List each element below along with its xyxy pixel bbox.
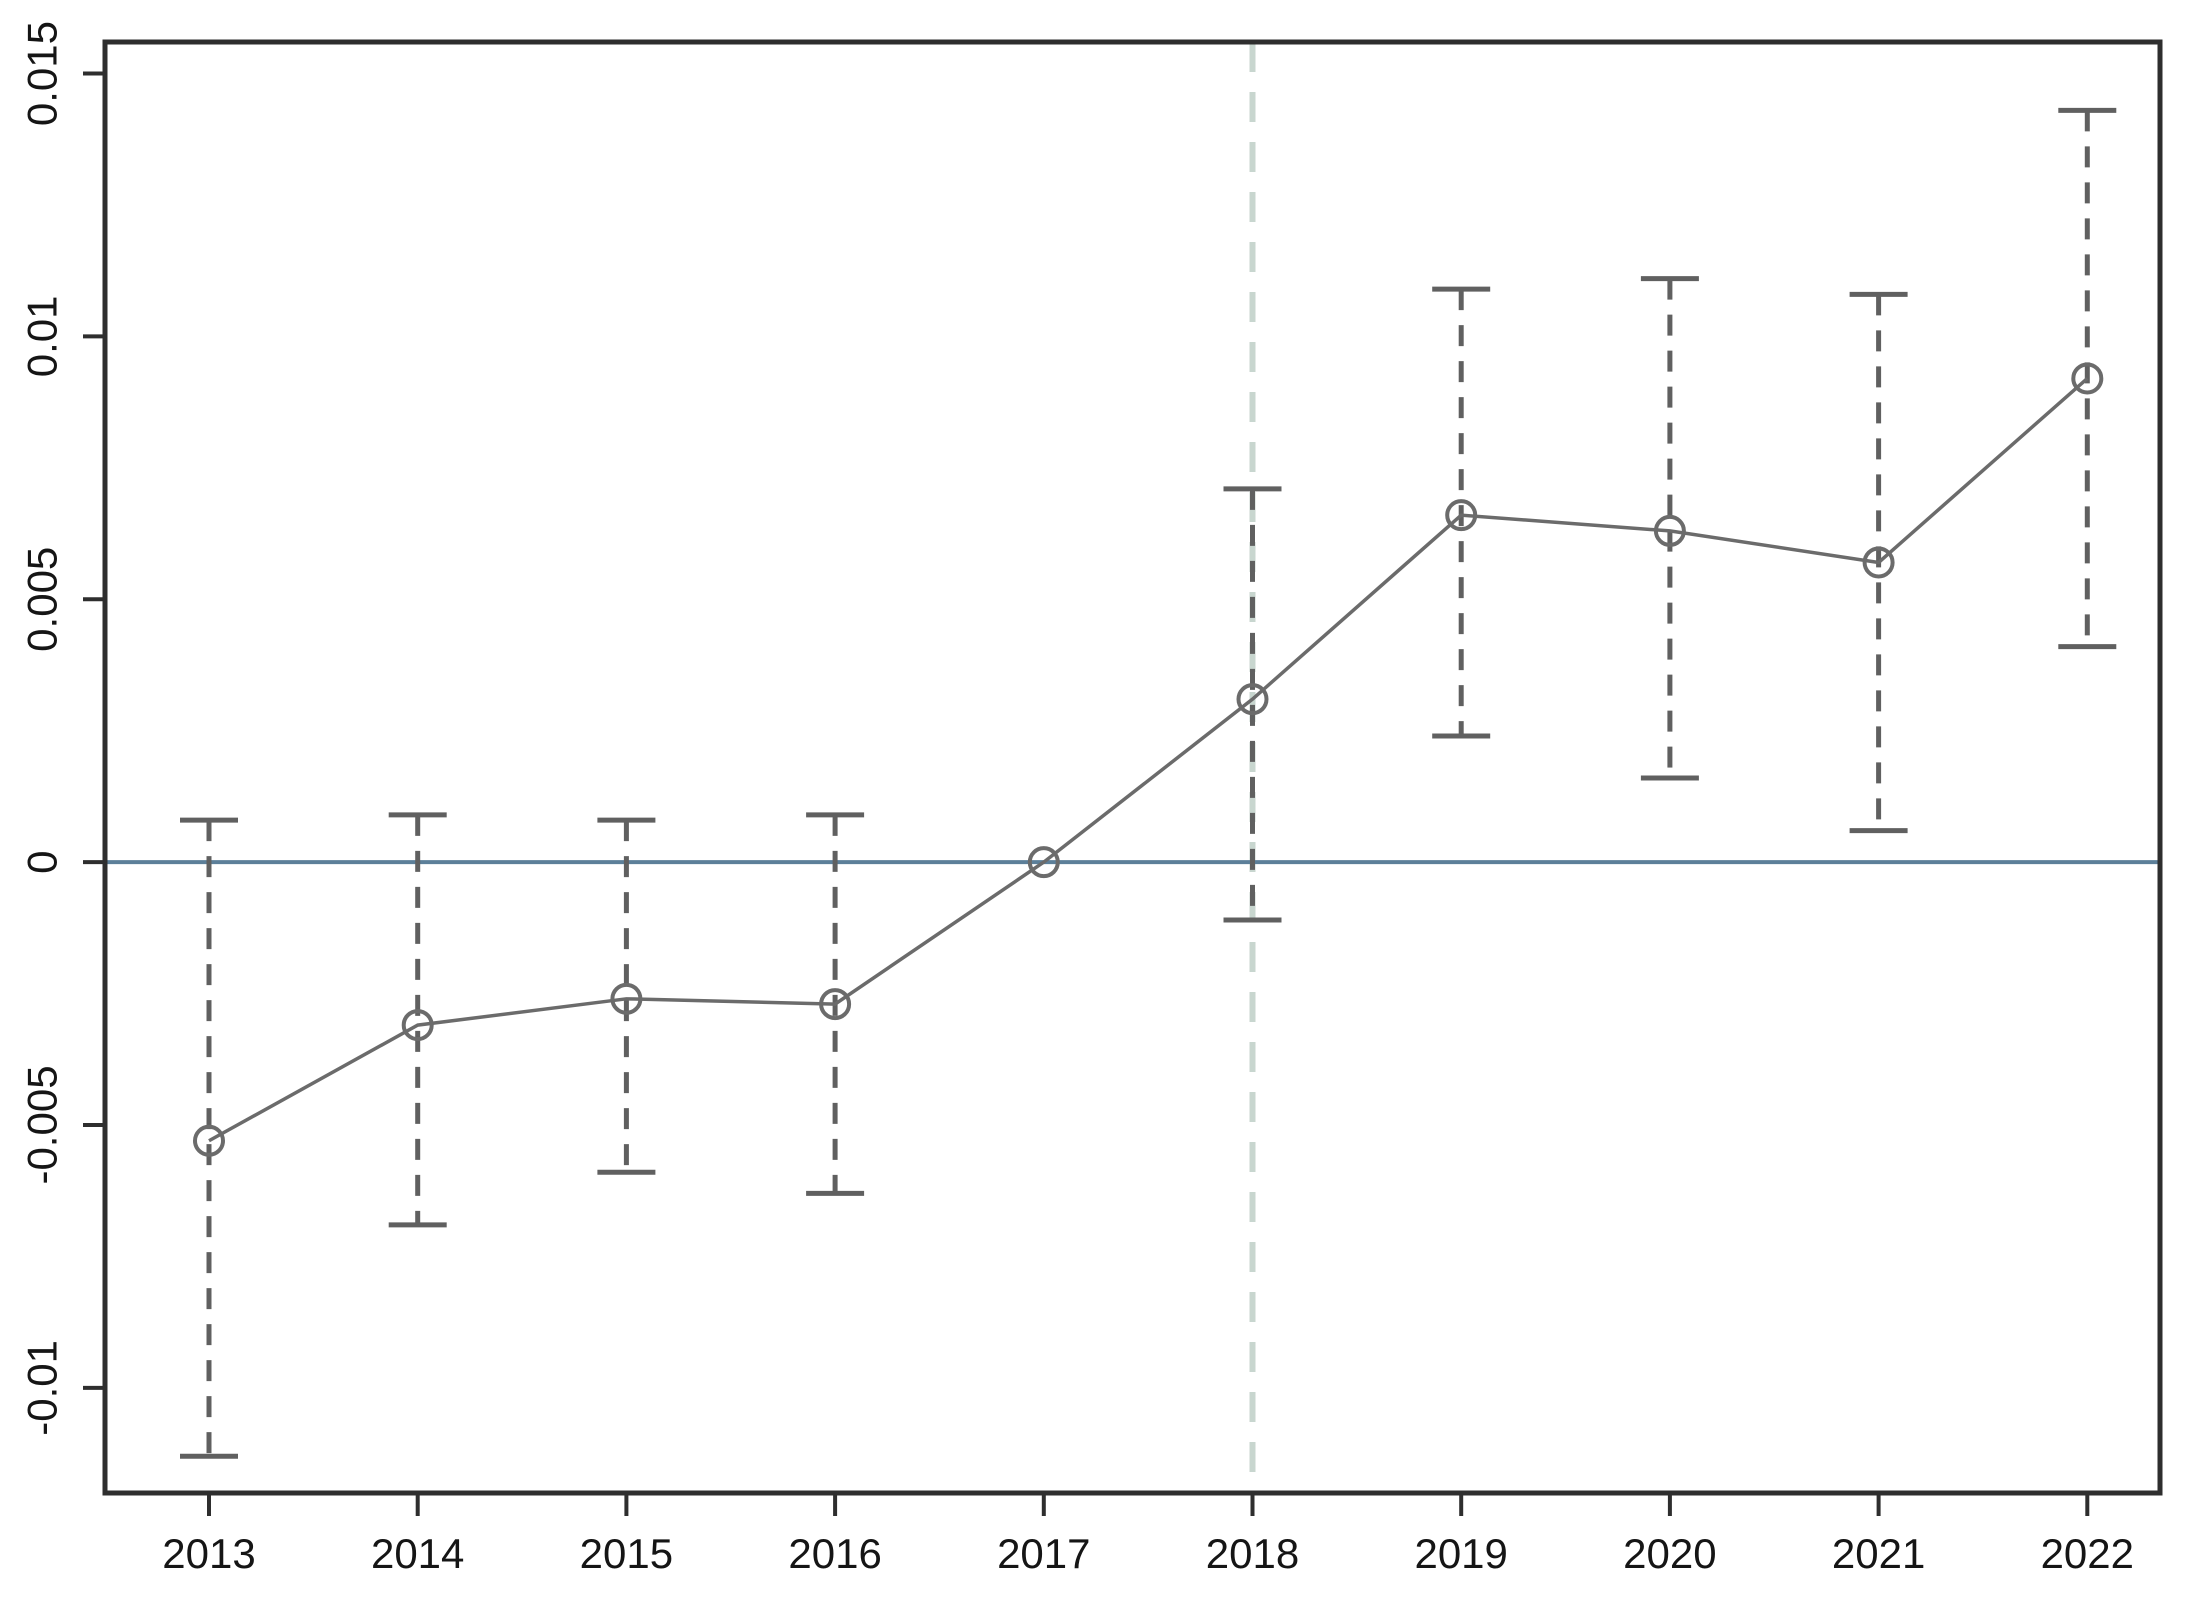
y-tick-label: 0.01 [19, 296, 66, 378]
data-point [193, 1124, 225, 1157]
x-tick-label: 2013 [162, 1530, 255, 1577]
data-points [193, 362, 2104, 1157]
y-tick-label: 0.015 [19, 21, 66, 126]
data-point [1862, 546, 1895, 579]
series-line [208, 377, 2089, 1143]
y-tick-label: -0.01 [19, 1340, 66, 1436]
data-point [1236, 683, 1269, 716]
data-point [1445, 499, 1478, 532]
y-tick-label: 0.005 [19, 547, 66, 652]
y-tick-label: -0.005 [19, 1065, 66, 1184]
x-tick-label: 2018 [1206, 1530, 1299, 1577]
plot-border [102, 39, 2163, 1496]
y-axis: 0.015 0.01 0.005 0 -0.005 -0.01 [19, 21, 105, 1436]
x-tick-label: 2022 [2041, 1530, 2134, 1577]
data-point [1653, 514, 1686, 547]
x-tick-label: 2014 [371, 1530, 464, 1577]
x-tick-label: 2017 [997, 1530, 1090, 1577]
x-axis: 2013 2014 2015 2016 2017 2018 2019 2020 2021 2022 [162, 1493, 2134, 1577]
data-point [1027, 846, 1060, 879]
data-point [401, 1009, 434, 1042]
x-tick-label: 2020 [1623, 1530, 1716, 1577]
error-bars [180, 107, 2117, 1459]
data-point [2071, 362, 2104, 395]
x-tick-label: 2015 [580, 1530, 673, 1577]
data-point [819, 988, 852, 1021]
x-tick-label: 2016 [788, 1530, 881, 1577]
x-tick-label: 2021 [1832, 1530, 1925, 1577]
x-tick-label: 2019 [1414, 1530, 1507, 1577]
data-point [610, 982, 643, 1015]
y-tick-label: 0 [19, 850, 66, 873]
